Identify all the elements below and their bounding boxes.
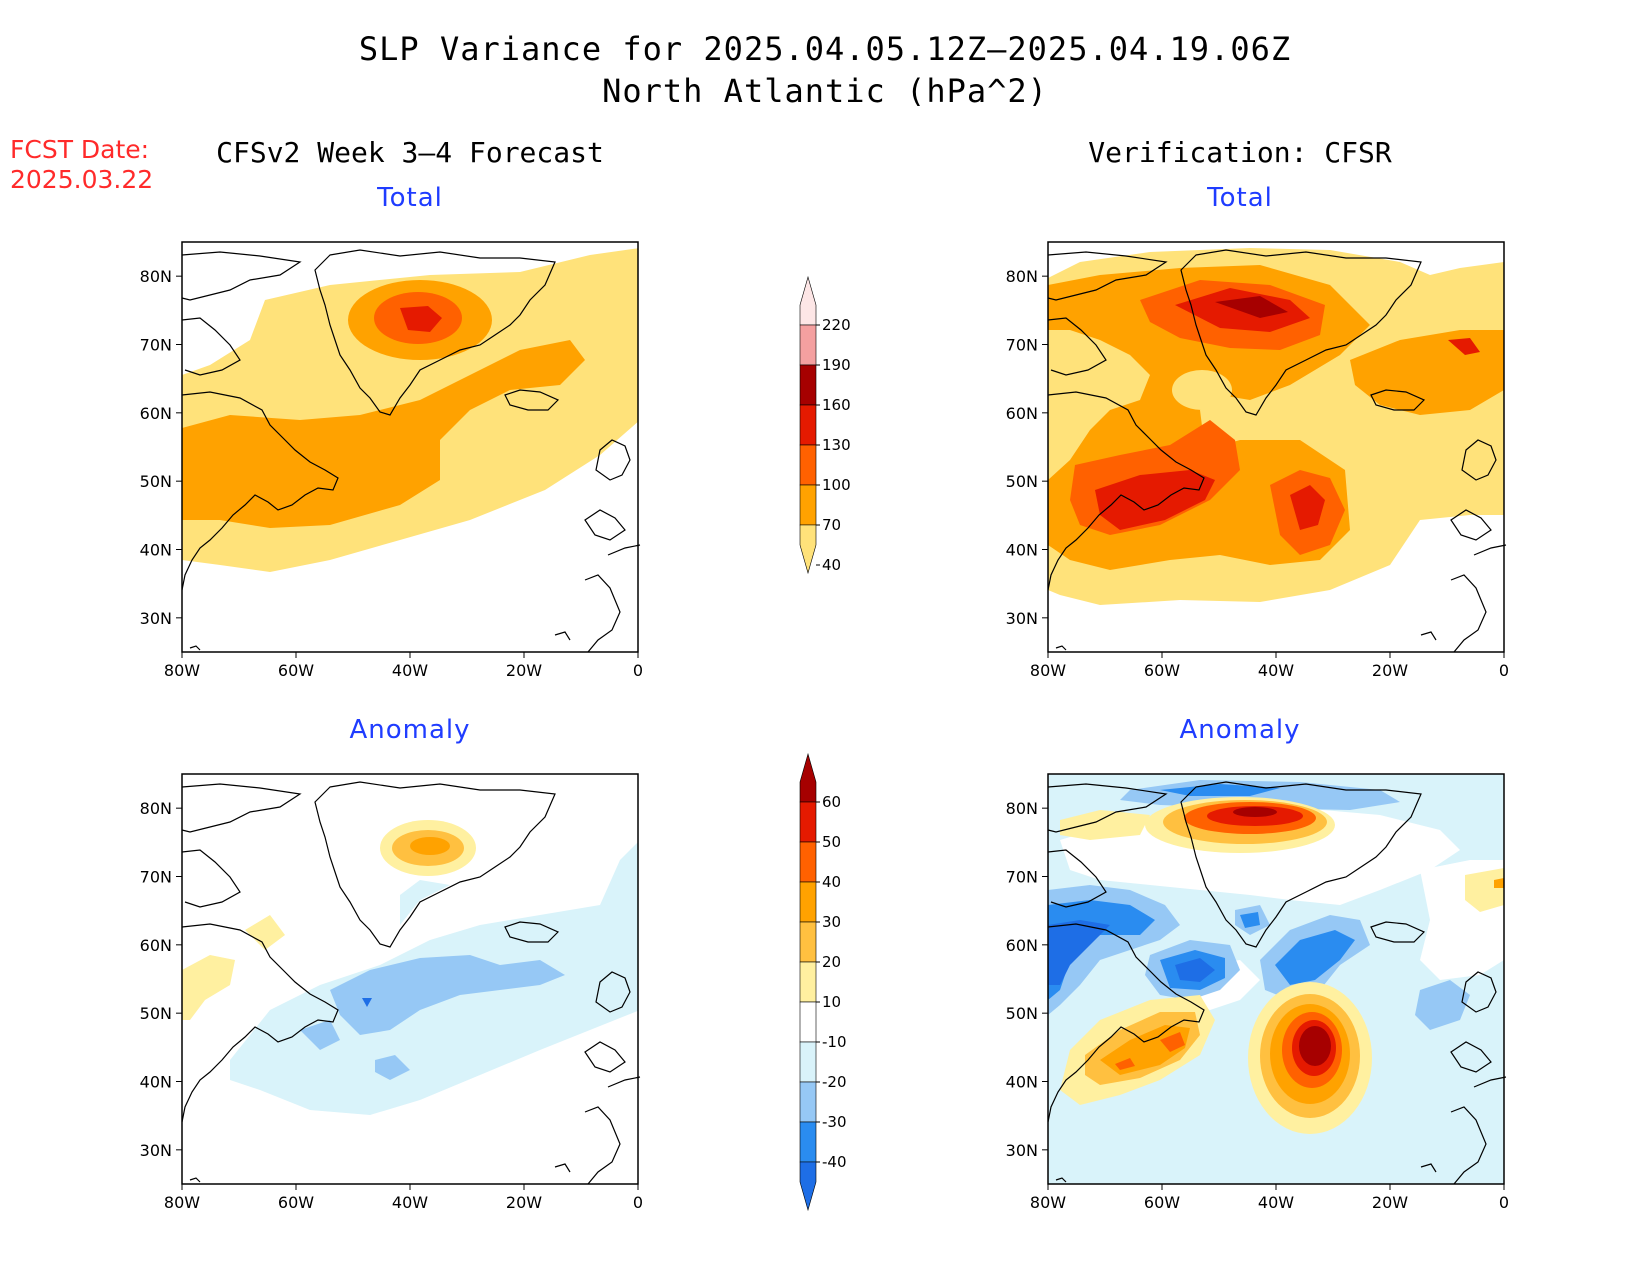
lon-tick-label: 40W (392, 1193, 428, 1212)
colorbar-segment (799, 404, 817, 446)
colorbar-segment (799, 1081, 817, 1123)
colorbar-segment (799, 275, 817, 326)
lon-tick-label: 0 (633, 661, 643, 680)
lon-tick-label: 40W (1258, 661, 1294, 680)
colorbar-tick-label: 50 (822, 833, 841, 851)
lon-tick-label: 0 (1499, 661, 1509, 680)
colorbar-segment (799, 444, 817, 486)
lon-tick-label: 80W (1030, 1193, 1066, 1212)
main-subtitle: North Atlantic (hPa^2) (602, 72, 1048, 110)
panel-title-top-right: Total (1207, 183, 1273, 213)
colorbar-tick-label: 130 (822, 436, 851, 454)
lat-tick-label: 70N (140, 336, 172, 355)
lat-tick-label: 80N (1006, 267, 1038, 286)
lat-tick-label: 30N (140, 1141, 172, 1160)
lat-tick-label: 70N (140, 868, 172, 887)
colorbar-tick-label: 30 (822, 913, 841, 931)
lon-tick-label: 60W (1144, 1193, 1180, 1212)
colorbar-total: 220 190 160 130 100 70 40 (799, 275, 851, 575)
lat-tick-label: 80N (1006, 799, 1038, 818)
colorbar-tick-label: -40 (822, 1153, 847, 1171)
colorbar-anomaly: 60 50 40 30 20 10 -10 -20 -30 -40 (799, 752, 847, 1212)
right-column-title: Verification: CFSR (1088, 136, 1392, 169)
lat-tick-label: 60N (1006, 936, 1038, 955)
colorbar-tick-label: 60 (822, 793, 841, 811)
lon-tick-label: 20W (1372, 661, 1408, 680)
lat-tick-label: 60N (140, 936, 172, 955)
lat-tick-label: 50N (140, 472, 172, 491)
lat-tick-label: 40N (140, 541, 172, 560)
colorbar-segment (799, 961, 817, 1003)
forecast-date-label: FCST Date: (10, 135, 150, 164)
colorbar-tick-label: -30 (822, 1113, 847, 1131)
colorbar-segment (799, 364, 817, 406)
lat-tick-label: 30N (1006, 1141, 1038, 1160)
colorbar-segment (799, 1121, 817, 1163)
main-title: SLP Variance for 2025.04.05.12Z–2025.04.… (358, 30, 1292, 68)
map-bottom-right-fields (1048, 774, 1504, 1184)
lat-tick-label: 70N (1006, 868, 1038, 887)
lon-tick-label: 0 (1499, 1193, 1509, 1212)
lat-tick-label: 50N (1006, 472, 1038, 491)
forecast-date-value: 2025.03.22 (10, 165, 154, 194)
colorbar-tick-label: 190 (822, 356, 851, 374)
lon-tick-label: 20W (506, 661, 542, 680)
lat-tick-label: 70N (1006, 336, 1038, 355)
lat-tick-label: 50N (140, 1004, 172, 1023)
colorbar-segment (799, 1041, 817, 1083)
colorbar-segment (799, 752, 817, 803)
colorbar-segment (799, 801, 817, 843)
lon-tick-label: 80W (164, 661, 200, 680)
colorbar-tick-label: 40 (822, 556, 841, 574)
colorbar-segment (799, 324, 817, 366)
lat-tick-label: 40N (1006, 1073, 1038, 1092)
lon-tick-label: 0 (633, 1193, 643, 1212)
lon-tick-label: 40W (392, 661, 428, 680)
lon-tick-label: 80W (164, 1193, 200, 1212)
map-top-left-fields (182, 248, 638, 572)
panel-title-bottom-left: Anomaly (349, 715, 471, 745)
colorbar-tick-label: 10 (822, 993, 841, 1011)
colorbar-tick-label: 20 (822, 953, 841, 971)
lat-tick-label: 40N (1006, 541, 1038, 560)
colorbar-segment (799, 1161, 817, 1212)
colorbar-tick-label: 220 (822, 316, 851, 334)
left-column-title: CFSv2 Week 3–4 Forecast (216, 136, 604, 169)
lat-tick-label: 60N (140, 404, 172, 423)
lon-tick-label: 60W (278, 1193, 314, 1212)
colorbar-tick-label: 40 (822, 873, 841, 891)
coastline-top-left (181, 249, 641, 653)
forecast-date: FCST Date: 2025.03.22 (10, 135, 153, 195)
colorbar-segment (799, 881, 817, 923)
colorbar-tick-label: -20 (822, 1073, 847, 1091)
panel-title-top-left: Total (377, 183, 443, 213)
lat-tick-label: 60N (1006, 404, 1038, 423)
lon-tick-label: 20W (506, 1193, 542, 1212)
lat-tick-label: 80N (140, 267, 172, 286)
lat-tick-label: 50N (1006, 1004, 1038, 1023)
colorbar-segment (799, 524, 817, 575)
lat-tick-label: 40N (140, 1073, 172, 1092)
colorbar-tick-label: -10 (822, 1033, 847, 1051)
lon-tick-label: 60W (1144, 661, 1180, 680)
lon-tick-label: 80W (1030, 661, 1066, 680)
lon-tick-label: 40W (1258, 1193, 1294, 1212)
lon-tick-label: 60W (278, 661, 314, 680)
colorbar-segment (799, 841, 817, 883)
lat-tick-label: 30N (1006, 609, 1038, 628)
map-bottom-left-fields (182, 820, 638, 1115)
map-top-right-fields (1048, 248, 1504, 605)
colorbar-segment (799, 484, 817, 526)
colorbar-tick-label: 160 (822, 396, 851, 414)
panel-title-bottom-right: Anomaly (1179, 715, 1301, 745)
lon-tick-label: 20W (1372, 1193, 1408, 1212)
lat-tick-label: 80N (140, 799, 172, 818)
colorbar-tick-label: 100 (822, 476, 851, 494)
colorbar-segment (799, 1001, 817, 1043)
colorbar-tick-label: 70 (822, 516, 841, 534)
lat-tick-label: 30N (140, 609, 172, 628)
colorbar-segment (799, 921, 817, 963)
